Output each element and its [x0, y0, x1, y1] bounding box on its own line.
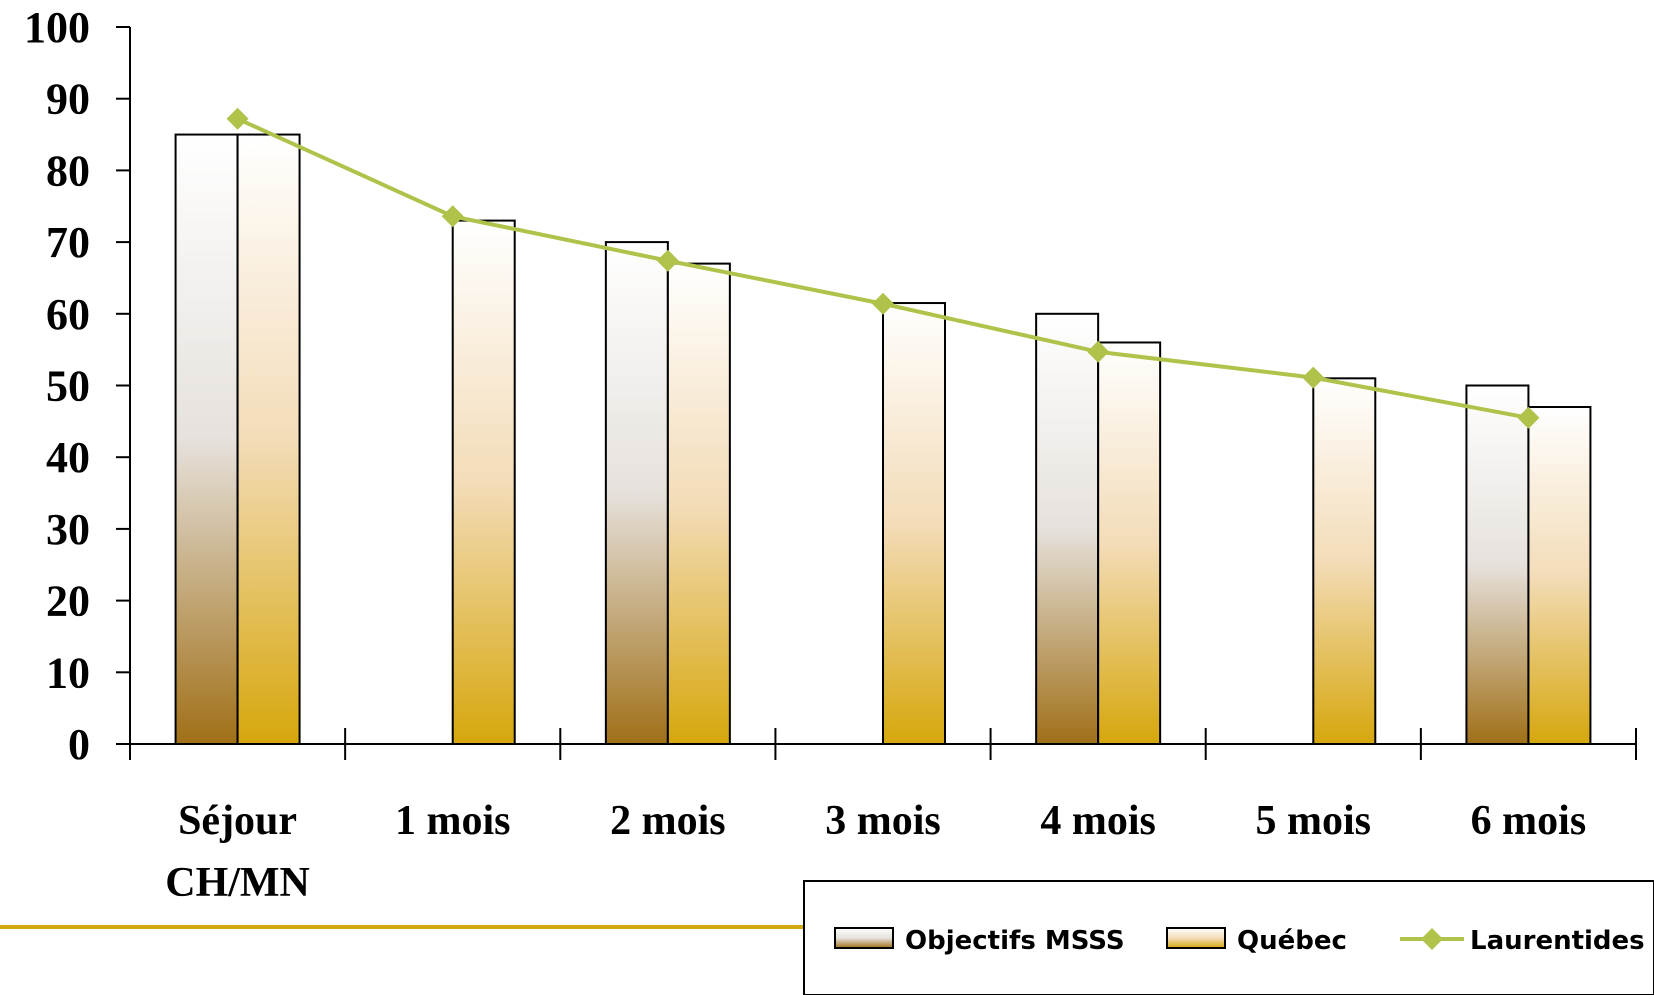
legend-swatch-quebec: [1166, 927, 1226, 949]
point-laurentides-6-mois: [1517, 406, 1540, 429]
labels-layer: 0 10 20 30 40 50 60 70 80 90 100 Séjour CH/MN 1 mois 2…: [24, 3, 1586, 906]
x-tick-label: 5 mois: [1256, 798, 1372, 844]
point-laurentides-2-mois: [656, 249, 679, 272]
legend-label-quebec: Québec: [1237, 926, 1347, 956]
point-laurentides-1-mois: [441, 205, 464, 228]
axes-layer: [116, 26, 1637, 760]
x-tick-label: 3 mois: [825, 798, 941, 844]
legend: Objectifs MSSS Québec Laurentides: [803, 880, 1654, 995]
x-tick-label: CH/MN: [165, 860, 310, 906]
y-tick-label: 50: [46, 362, 90, 411]
bar-quebec-sejour-ch-mn: [236, 133, 301, 746]
x-tick-label: Séjour: [178, 798, 297, 844]
point-laurentides-sejour-ch-mn: [226, 107, 249, 130]
y-tick-label: 20: [46, 577, 90, 626]
line-layer: [226, 107, 1540, 429]
y-tick-label: 70: [46, 218, 90, 267]
bar-quebec-2-mois: [666, 262, 731, 745]
bar-quebec-3-mois: [882, 302, 946, 745]
legend-box: [803, 880, 1654, 995]
y-tick-label: 10: [46, 648, 90, 697]
bar-quebec-1-mois: [451, 219, 516, 745]
x-tick-label: 1 mois: [395, 798, 511, 844]
y-tick-label: 0: [68, 720, 90, 769]
y-tick-label: 40: [46, 433, 90, 482]
y-tick-label: 60: [46, 290, 90, 339]
bar-objectifs-msss-6-mois: [1465, 384, 1530, 745]
legend-label-objectifs-msss: Objectifs MSSS: [905, 926, 1125, 956]
x-tick-label: 6 mois: [1471, 798, 1587, 844]
y-tick-label: 30: [46, 505, 90, 554]
point-laurentides-3-mois: [872, 292, 894, 315]
y-tick-label: 90: [46, 75, 90, 124]
point-laurentides-5-mois: [1302, 366, 1325, 389]
bar-quebec-4-mois: [1097, 341, 1162, 745]
point-laurentides-4-mois: [1087, 340, 1110, 363]
bar-objectifs-msss-2-mois: [604, 241, 669, 745]
legend-swatch-laurentides-marker: [1421, 928, 1443, 950]
bar-objectifs-msss-4-mois: [1035, 312, 1100, 745]
x-tick-label: 4 mois: [1040, 798, 1156, 844]
legend-swatch-objectifs-msss: [834, 927, 894, 949]
bars-layer: [174, 133, 1592, 746]
bar-quebec-6-mois: [1527, 406, 1592, 745]
y-tick-label: 80: [46, 146, 90, 195]
y-tick-label: 100: [24, 3, 90, 52]
bar-quebec-5-mois: [1312, 377, 1377, 745]
bar-objectifs-msss-sejour-ch-mn: [174, 133, 239, 746]
legend-label-laurentides: Laurentides: [1470, 926, 1645, 956]
x-tick-label: 2 mois: [610, 798, 726, 844]
